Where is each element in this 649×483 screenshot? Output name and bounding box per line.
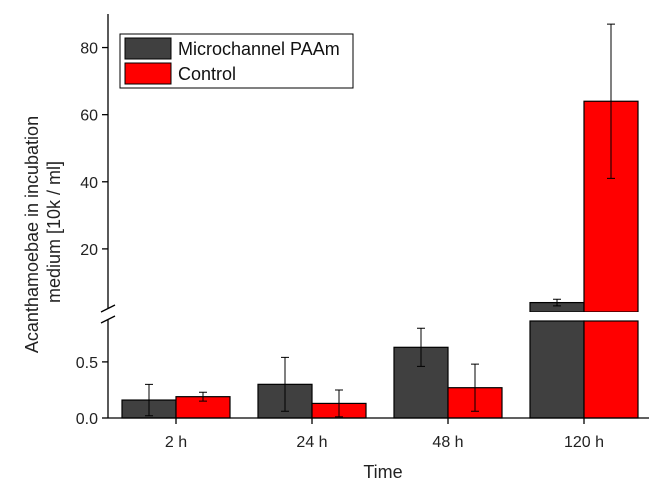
y-axis-break-marks [100, 304, 116, 324]
y-axis-title-line-1: Acanthamoebae in incubation [22, 116, 42, 353]
x-tick-label-48h: 48 h [432, 434, 463, 451]
y-axis-title: Acanthamoebae in incubation medium [10k … [22, 111, 64, 353]
y-tick-label-lower-0.0: 0.0 [76, 411, 98, 428]
y-tick-label-upper-20: 20 [80, 242, 98, 259]
legend: Microchannel PAAm Control [119, 33, 354, 89]
y-tick-label-upper-80: 80 [80, 41, 98, 58]
axes-layer: 0.0 0.5 20 40 60 80 2 h 24 h 48 h 120 h [76, 14, 649, 451]
legend-label-control: Control [178, 64, 236, 84]
legend-label-microchannel: Microchannel PAAm [178, 39, 340, 59]
error-bar-24h-series-0 [281, 356, 289, 412]
axis-break-gap [520, 312, 649, 319]
y-axis-title-line-2: medium [10k / ml] [44, 161, 64, 303]
legend-swatch-microchannel [124, 37, 172, 60]
x-tick-label-2h: 2 h [165, 434, 187, 451]
bar-lower-segment-120h-series-0 [529, 320, 585, 419]
y-tick-label-upper-40: 40 [80, 175, 98, 192]
error-bar-48h-series-1 [471, 363, 479, 412]
error-bar-2h-series-0 [145, 383, 153, 417]
legend-swatch-control [124, 62, 172, 85]
error-bar-24h-series-1 [335, 389, 343, 418]
bar-lower-segment-120h-series-1 [583, 320, 639, 419]
x-tick-label-120h: 120 h [564, 434, 604, 451]
x-axis-title: Time [363, 462, 402, 482]
error-bar-48h-series-0 [417, 327, 425, 367]
x-tick-label-24h: 24 h [296, 434, 327, 451]
bars-layer [121, 23, 649, 419]
y-tick-label-lower-0.5: 0.5 [76, 355, 98, 372]
y-tick-label-upper-60: 60 [80, 108, 98, 125]
error-bar-2h-series-1 [199, 391, 207, 402]
error-bar-120h-series-1 [607, 23, 615, 179]
error-bar-120h-series-0 [553, 298, 561, 307]
